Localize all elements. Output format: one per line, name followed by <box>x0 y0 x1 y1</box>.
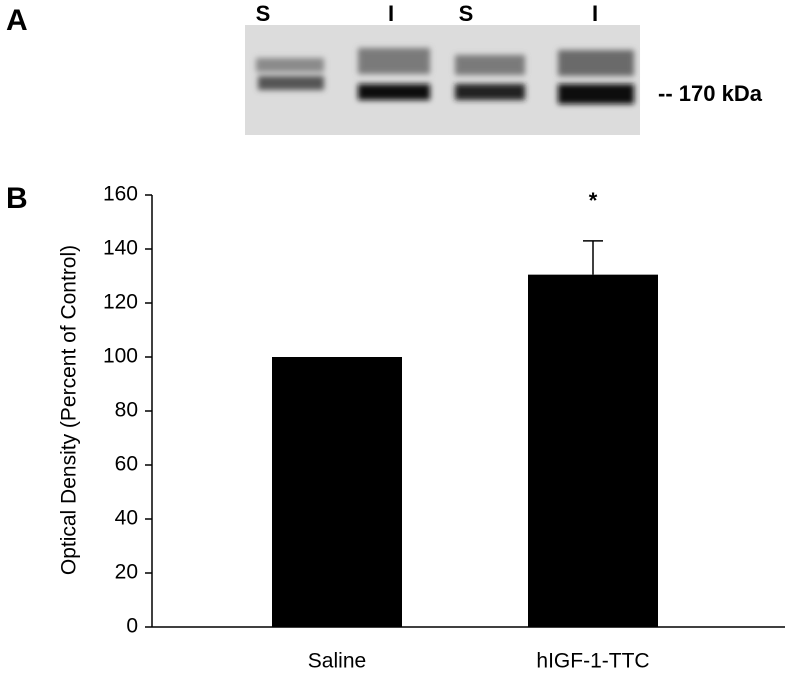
marker-label: -- 170 kDa <box>658 81 763 106</box>
lane-label: I <box>388 1 394 26</box>
y-tick-label: 60 <box>115 453 138 476</box>
y-tick-label: 140 <box>103 237 138 260</box>
y-axis-label: Optical Density (Percent of Control) <box>58 245 81 575</box>
lane-label: I <box>592 1 598 26</box>
y-tick-label: 120 <box>103 291 138 314</box>
lane-label: S <box>256 1 271 26</box>
y-tick-label: 20 <box>115 561 138 584</box>
panel-label: A <box>6 4 28 37</box>
y-tick-label: 40 <box>115 507 138 530</box>
significance-marker: * <box>589 188 598 213</box>
bar <box>272 357 402 627</box>
bar <box>528 274 658 627</box>
y-tick-label: 160 <box>103 183 138 206</box>
x-tick-label: Saline <box>308 650 366 673</box>
panel-label: B <box>6 182 28 215</box>
y-tick-label: 80 <box>115 399 138 422</box>
y-tick-label: 100 <box>103 345 138 368</box>
y-tick-label: 0 <box>126 615 138 638</box>
blot-image <box>245 25 640 135</box>
x-tick-label: hIGF-1-TTC <box>536 650 649 673</box>
lane-label: S <box>459 1 474 26</box>
